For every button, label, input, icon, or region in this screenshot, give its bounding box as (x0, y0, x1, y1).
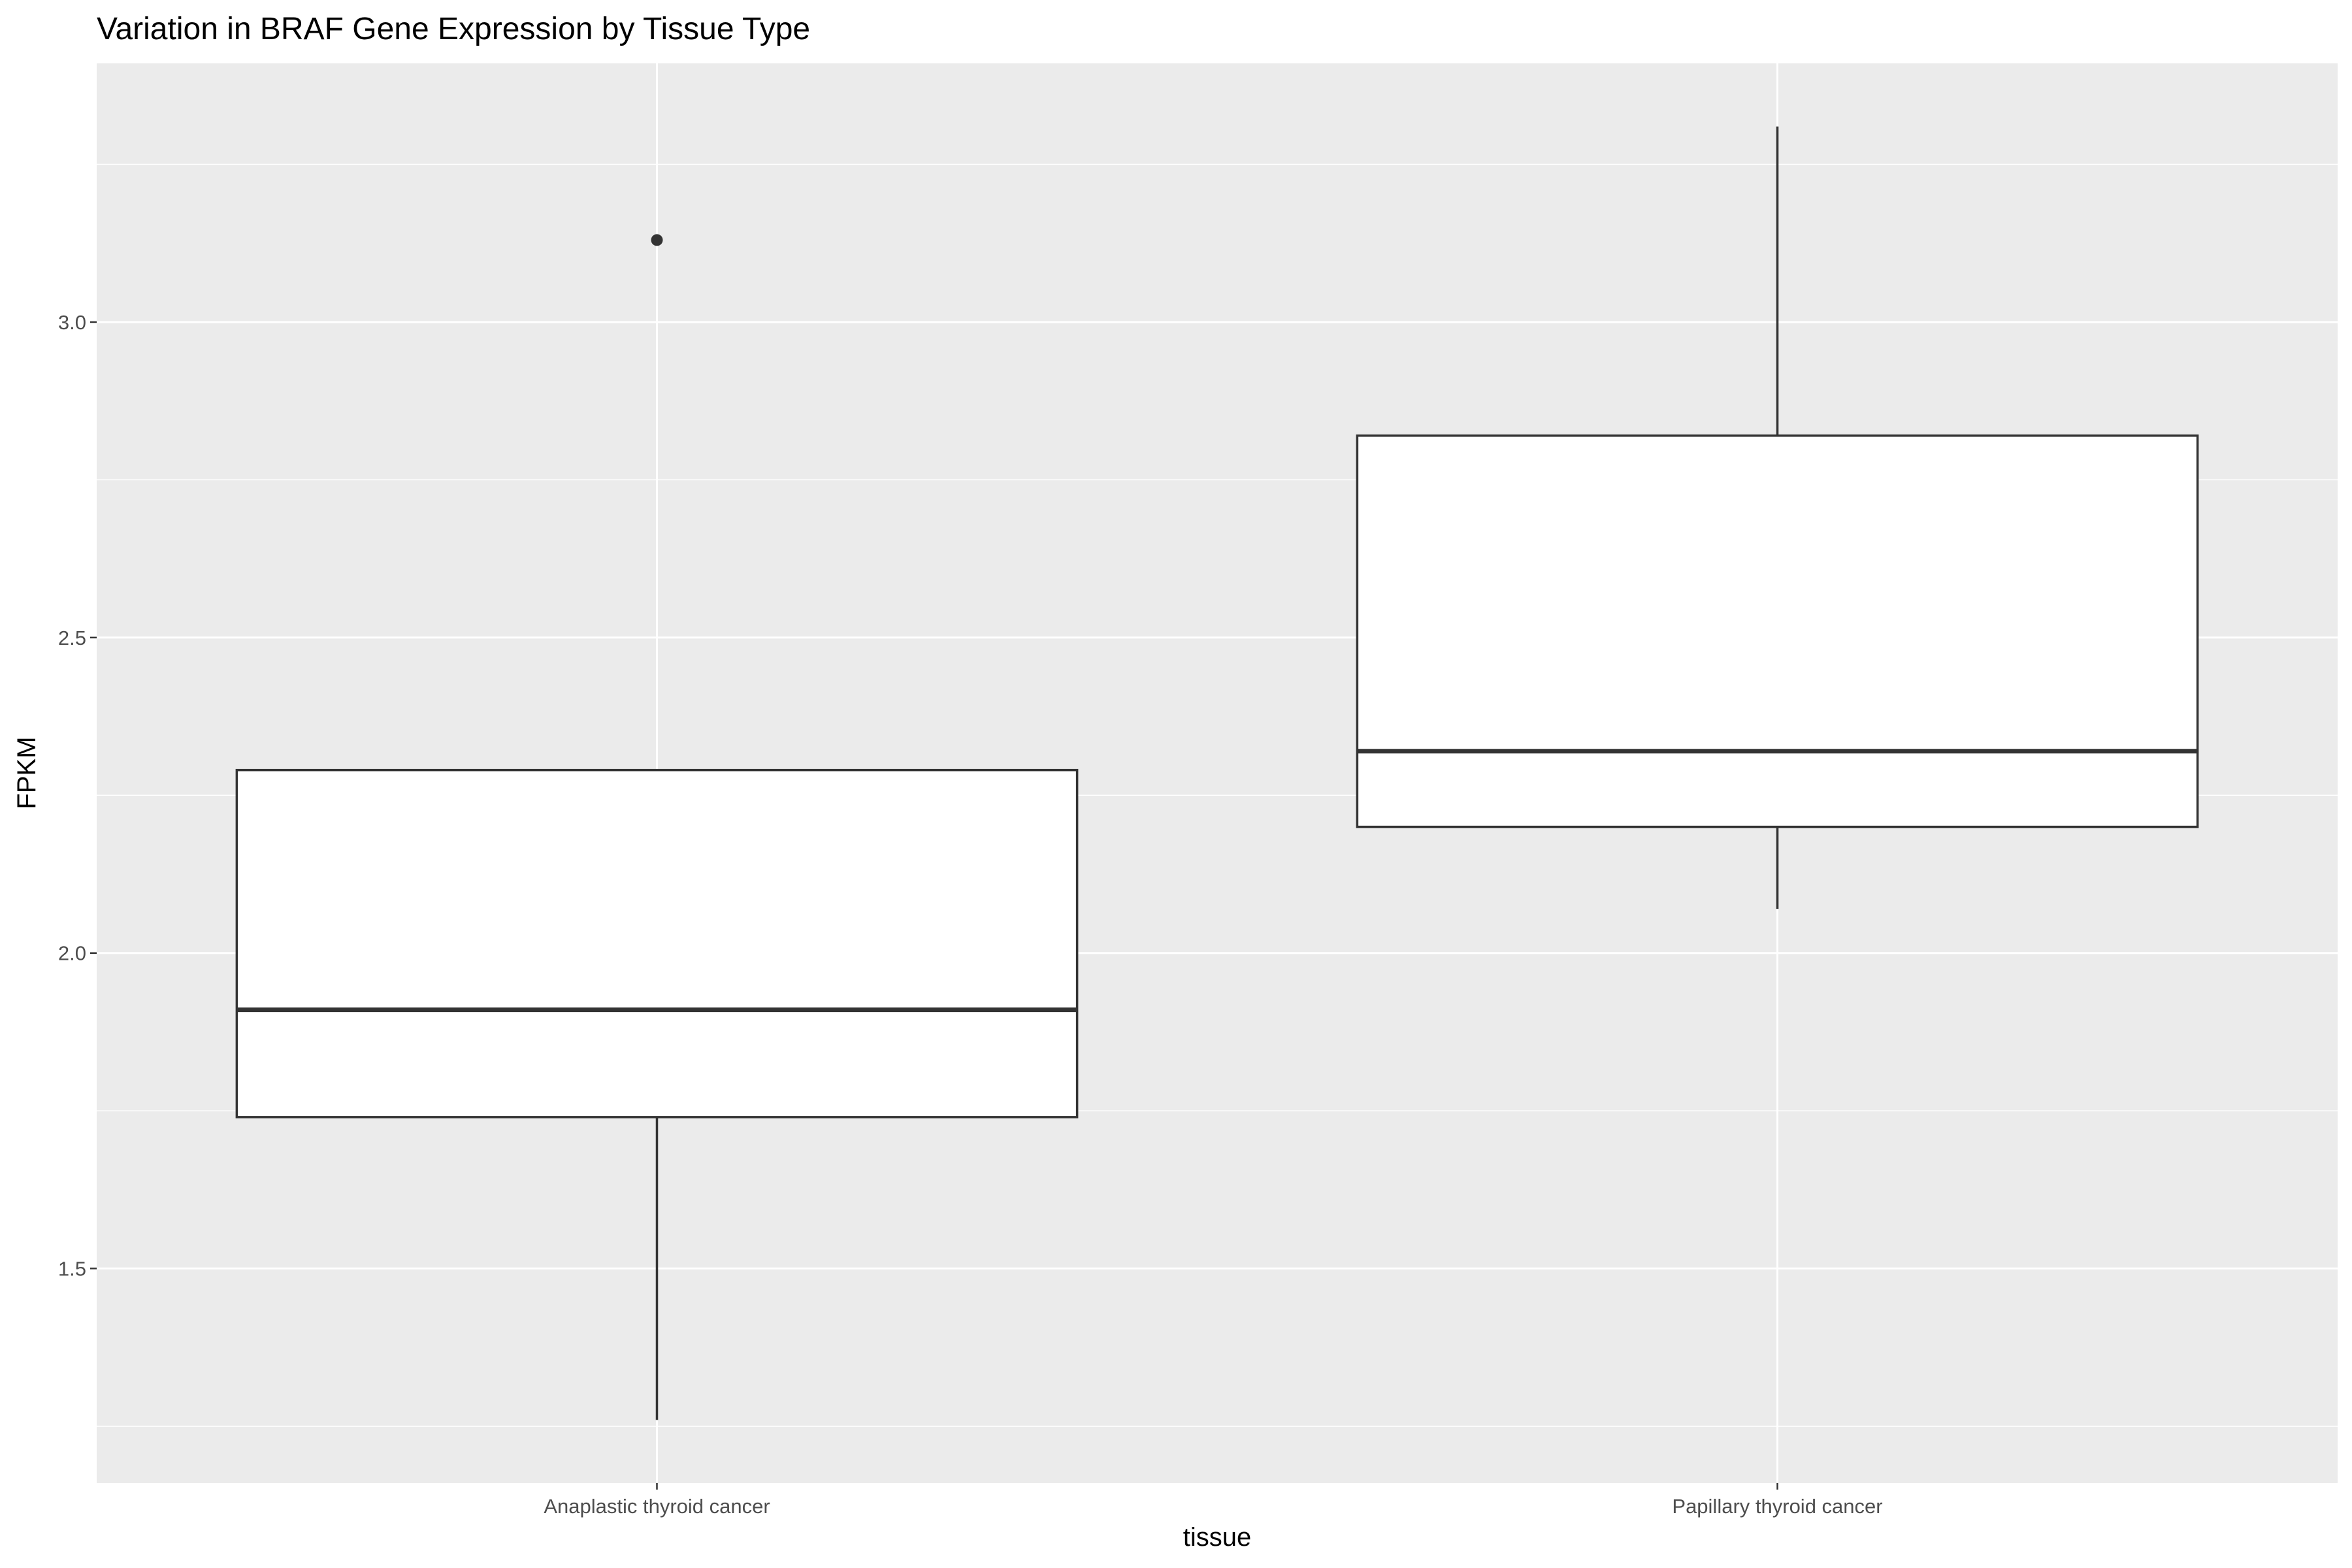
boxes (235, 126, 2199, 1420)
axes: 1.5 2.0 2.5 3.0 Anaplastic thyroid cancer Pap… (58, 311, 1883, 1518)
y-tick-label: 2.0 (58, 942, 86, 965)
y-tick-label: 3.0 (58, 311, 86, 334)
chart-title: Variation in BRAF Gene Expression by Tis… (97, 12, 810, 46)
x-axis-title: tissue (1183, 1523, 1252, 1552)
box-iqr (1356, 434, 2199, 828)
y-axis-title: FPKM (12, 736, 41, 809)
outlier-point (651, 234, 663, 246)
y-tick-label: 1.5 (58, 1258, 86, 1281)
x-tick-label: Anaplastic thyroid cancer (544, 1495, 770, 1518)
y-tick-label: 2.5 (58, 627, 86, 649)
box-iqr (235, 768, 1079, 1119)
x-tick-label: Papillary thyroid cancer (1672, 1495, 1882, 1518)
